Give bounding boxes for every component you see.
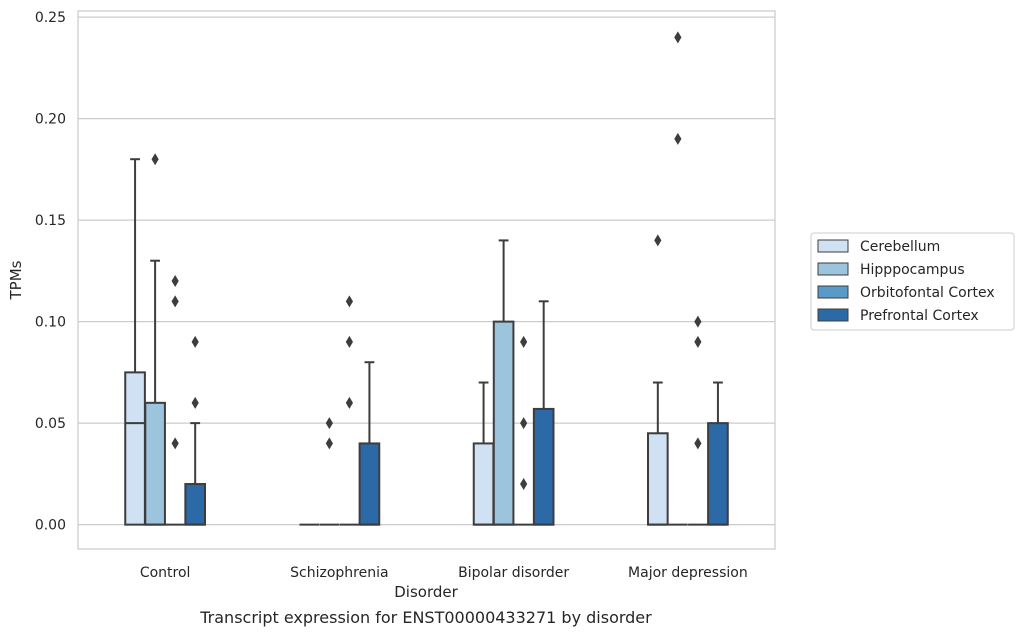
box-prefrontal-cortex: [184, 335, 207, 526]
outlier-point: [345, 335, 353, 348]
box-hipppocampus: [319, 417, 340, 526]
box-prefrontal-cortex: [707, 381, 729, 526]
y-tick-label: 0.05: [35, 416, 66, 432]
chart-caption: Transcript expression for ENST0000043327…: [199, 608, 652, 627]
outlier-point: [520, 478, 528, 491]
x-tick-label: Bipolar disorder: [458, 565, 569, 581]
legend-label: Prefrontal Cortex: [860, 308, 979, 324]
outlier-point: [171, 295, 179, 308]
box-body: [472, 442, 495, 526]
outlier-point: [694, 315, 702, 328]
x-tick-label: Major depression: [628, 565, 748, 581]
outlier-point: [171, 437, 179, 450]
legend-swatch: [817, 285, 849, 299]
box-body: [184, 483, 207, 526]
plot-frame: [77, 10, 776, 550]
outlier-point: [654, 234, 662, 247]
legend-swatch: [817, 262, 849, 276]
outlier-point: [345, 295, 353, 308]
box-orbitofontal-cortex: [513, 335, 534, 526]
legend-label: Orbitofontal Cortex: [860, 285, 995, 301]
outlier-point: [191, 396, 199, 409]
grid-lines: [78, 16, 775, 526]
outlier-point: [674, 132, 682, 145]
box-body: [124, 371, 146, 526]
outlier-point: [694, 437, 702, 450]
box-body: [358, 442, 381, 526]
legend-label: Hipppocampus: [860, 262, 965, 278]
boxes-layer: [124, 31, 729, 526]
box-hipppocampus: [144, 153, 166, 526]
y-tick-label: 0.00: [35, 518, 66, 534]
outlier-point: [151, 153, 159, 166]
box-body: [492, 320, 515, 526]
legend-frame: [810, 232, 1015, 331]
y-tick-label: 0.20: [35, 112, 66, 128]
legend-label: Cerebellum: [860, 239, 940, 255]
y-tick-labels: 0.00 0.05 0.10 0.15 0.20 0.25: [35, 10, 66, 534]
outlier-point: [325, 437, 333, 450]
y-tick-label: 0.25: [35, 10, 66, 26]
box-cerebellum: [124, 158, 146, 526]
y-tick-label: 0.10: [35, 315, 66, 331]
outlier-point: [520, 417, 528, 430]
box-body: [144, 401, 166, 526]
x-tick-label: Schizophrenia: [290, 565, 388, 581]
box-orbitofontal-cortex: [688, 315, 708, 526]
box-body: [532, 407, 555, 526]
outlier-point: [674, 31, 682, 44]
box-hipppocampus: [668, 31, 688, 526]
outlier-point: [694, 335, 702, 348]
outlier-point: [345, 396, 353, 409]
legend-swatch: [817, 308, 849, 322]
box-cerebellum: [472, 381, 495, 526]
outlier-point: [325, 417, 333, 430]
x-axis-title: Disorder: [394, 583, 458, 601]
box-prefrontal-cortex: [358, 361, 381, 526]
box-orbitofontal-cortex: [339, 295, 360, 526]
outlier-point: [171, 275, 179, 288]
y-tick-label: 0.15: [35, 213, 66, 229]
x-tick-labels: Control Schizophrenia Bipolar disorder Majo…: [140, 565, 748, 581]
box-body: [646, 432, 669, 526]
x-tick-label: Control: [140, 565, 191, 581]
outlier-point: [191, 335, 199, 348]
box-hipppocampus: [492, 239, 515, 526]
outlier-point: [520, 335, 528, 348]
legend-swatch: [817, 239, 849, 253]
box-cerebellum: [646, 234, 669, 526]
box-prefrontal-cortex: [532, 300, 555, 526]
y-axis-title: TPMs: [7, 260, 25, 300]
legend: Cerebellum Hipppocampus Orbitofontal Corte…: [810, 232, 1015, 331]
box-orbitofontal-cortex: [165, 275, 185, 526]
box-body: [707, 422, 729, 526]
